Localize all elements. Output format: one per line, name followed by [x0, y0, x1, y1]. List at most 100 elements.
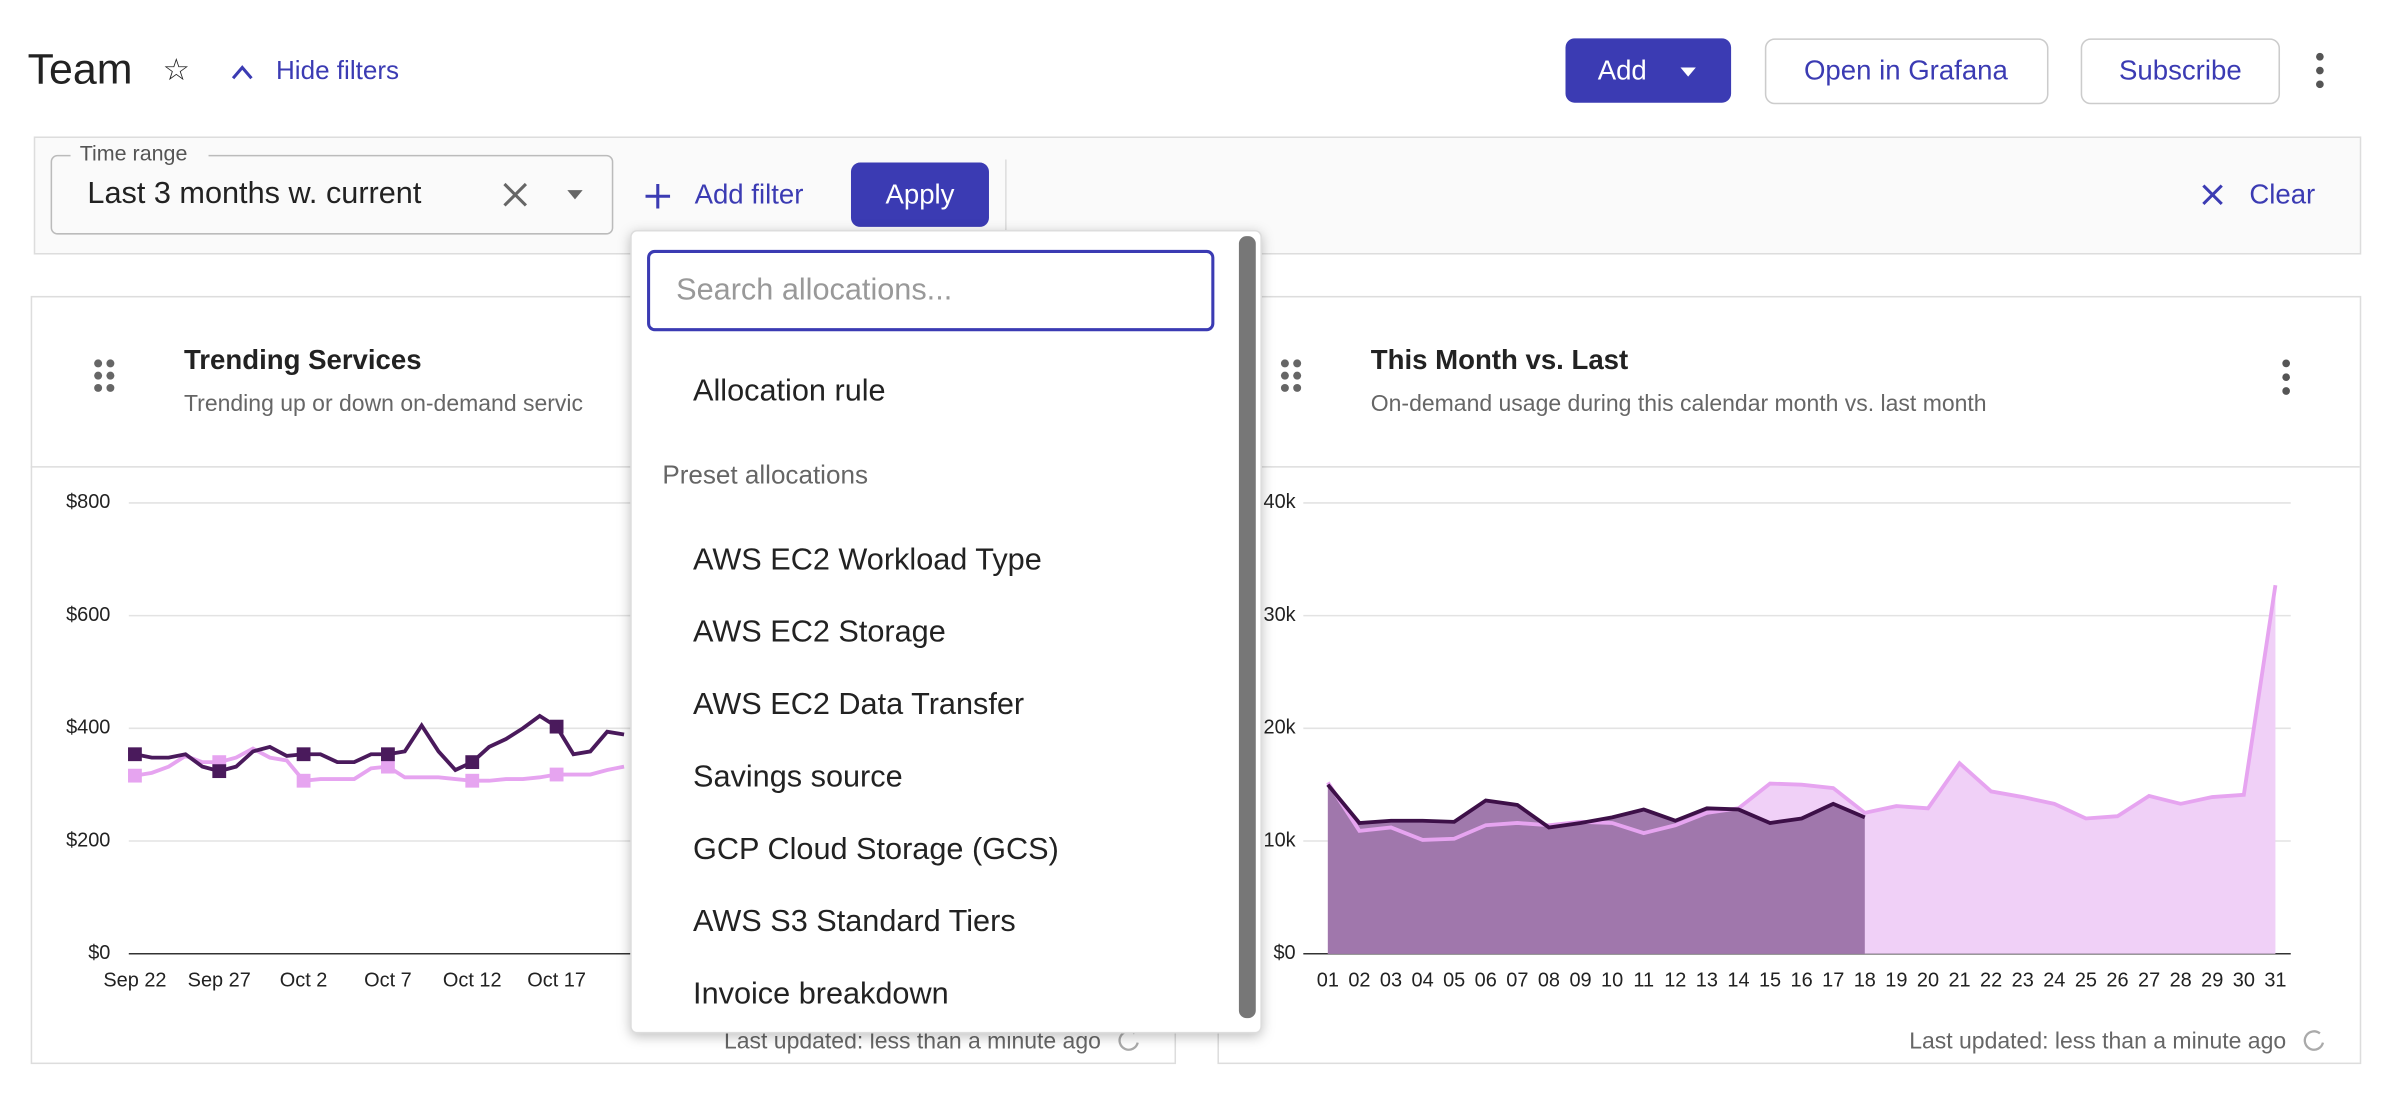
time-range-field[interactable]: [50, 154, 614, 235]
dot: [2282, 373, 2290, 382]
subscribe-label: Subscribe: [2119, 54, 2242, 85]
card-title: Trending Services: [184, 344, 422, 375]
dropdown-panel: [630, 229, 1262, 1034]
point: [465, 755, 480, 770]
menu-item[interactable]: Savings source: [693, 759, 903, 793]
menu-item[interactable]: AWS S3 Standard Tiers: [693, 904, 1016, 938]
kebab[interactable]: [2316, 52, 2324, 89]
x-icon: [2202, 184, 2223, 206]
dot: [94, 371, 103, 380]
x-tick-label: 02: [1348, 970, 1370, 992]
card-subtitle: On-demand usage during this calendar mon…: [1371, 390, 1987, 416]
x-tick-label: 13: [1696, 970, 1718, 992]
dot: [106, 383, 115, 392]
x-tick-label: 30: [2233, 970, 2255, 992]
chevron: [231, 65, 253, 80]
apply-button[interactable]: [850, 162, 989, 227]
star-icon[interactable]: ☆: [163, 53, 190, 87]
x-tick-label: 10: [1601, 970, 1623, 992]
add-button[interactable]: [1565, 38, 1732, 103]
point: [381, 747, 395, 762]
x-tick-label: Sep 22: [103, 970, 166, 992]
x-tick-label: 24: [2043, 970, 2065, 992]
section-label: Preset allocations: [662, 460, 868, 490]
dot: [94, 383, 103, 392]
dot: [1280, 359, 1289, 368]
apply-label: Apply: [885, 179, 954, 210]
menu-item[interactable]: Allocation rule: [693, 374, 886, 408]
x-tick-label: 20: [1917, 970, 1939, 992]
refresh-icon[interactable]: [2303, 1030, 2325, 1051]
plus-icon: [645, 183, 671, 209]
dot: [94, 359, 103, 368]
y-tick-label: 40k: [1264, 491, 1296, 513]
point: [549, 719, 564, 734]
menu-item[interactable]: AWS EC2 Storage: [693, 615, 946, 649]
time-range-value: Last 3 months w. current: [87, 176, 421, 210]
drag-handle[interactable]: [94, 359, 115, 392]
point: [549, 767, 564, 782]
menu-item[interactable]: AWS EC2 Workload Type: [693, 542, 1042, 576]
x-tick-label: 07: [1506, 970, 1528, 992]
x-tick-label: 16: [1791, 970, 1813, 992]
card-subtitle: Trending up or down on-demand servic: [184, 390, 583, 416]
y-tick-label: $800: [66, 491, 110, 513]
card-footer: Last updated: less than a minute ago: [1909, 1028, 2286, 1054]
series-line: [1326, 783, 1866, 830]
clear-icon[interactable]: [503, 182, 528, 207]
menu-item[interactable]: GCP Cloud Storage (GCS): [693, 832, 1059, 866]
series-line: [1326, 584, 2278, 842]
card-title: This Month vs. Last: [1371, 344, 1628, 375]
point: [128, 747, 142, 762]
x-tick-label: 26: [2106, 970, 2128, 992]
x-tick-label: 05: [1443, 970, 1465, 992]
menu-item[interactable]: AWS EC2 Data Transfer: [693, 687, 1024, 721]
x-tick-label: 09: [1569, 970, 1591, 992]
kebab[interactable]: [2282, 359, 2290, 395]
add-label: Add: [1598, 54, 1647, 85]
x-tick-label: Oct 12: [443, 970, 502, 992]
page-title: Team: [28, 45, 133, 93]
x-tick-label: 06: [1475, 970, 1497, 992]
scrollbar[interactable]: [1238, 236, 1256, 1019]
x-tick-label: 28: [2170, 970, 2192, 992]
x-tick-label: 12: [1664, 970, 1686, 992]
x-tick-label: Oct 7: [364, 970, 412, 992]
grafana-button[interactable]: [1764, 38, 2049, 105]
time-range-label: Time range: [80, 142, 188, 166]
x-tick-label: 23: [2012, 970, 2034, 992]
search-box[interactable]: [647, 249, 1215, 332]
y-tick-label: $200: [66, 829, 110, 851]
point: [212, 764, 227, 779]
add-filter[interactable]: Add filter: [695, 179, 804, 210]
label-bg: [70, 141, 209, 166]
clear[interactable]: Clear: [2249, 179, 2315, 210]
search-placeholder: Search allocations...: [676, 272, 952, 306]
caret: [1680, 67, 1696, 77]
drag-handle[interactable]: [1280, 359, 1302, 392]
x-tick-label: 25: [2075, 970, 2097, 992]
subscribe-button[interactable]: [2080, 38, 2281, 105]
y-tick-label: 10k: [1264, 829, 1296, 851]
x-tick-label: Sep 27: [188, 970, 251, 992]
y-tick-label: $600: [66, 604, 110, 626]
point: [296, 747, 311, 762]
dot: [1293, 371, 1302, 380]
dot: [106, 359, 115, 368]
dot: [106, 371, 115, 380]
x-tick-label: 29: [2201, 970, 2223, 992]
dot: [2282, 387, 2290, 395]
x-tick-label: 03: [1380, 970, 1402, 992]
x-tick-label: Oct 17: [527, 970, 586, 992]
x-tick-label: 17: [1822, 970, 1844, 992]
hide-filters[interactable]: Hide filters: [276, 55, 399, 85]
dot: [1293, 383, 1302, 392]
x-tick-label: 08: [1538, 970, 1560, 992]
y-tick-label: $400: [66, 717, 110, 739]
caret[interactable]: [567, 190, 583, 200]
x-tick-label: 21: [1948, 970, 1970, 992]
x-tick-label: 14: [1727, 970, 1749, 992]
menu-item[interactable]: Invoice breakdown: [693, 977, 949, 1011]
y-tick-label: 30k: [1264, 604, 1296, 626]
